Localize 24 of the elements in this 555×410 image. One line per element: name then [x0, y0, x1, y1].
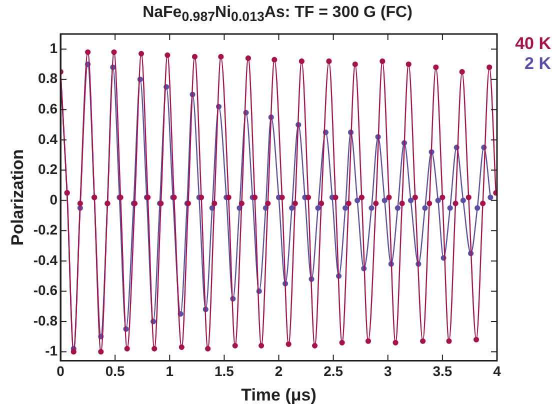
y-tick-label: -0.6 — [33, 282, 58, 298]
y-tick-label: 0.4 — [38, 130, 58, 147]
y-tick-label: 0 — [50, 191, 58, 208]
x-tick-label: 4 — [493, 363, 502, 380]
x-tick-label: 0.5 — [105, 363, 126, 380]
text: 2 K — [524, 54, 551, 74]
x-tick-label: 3.5 — [432, 363, 452, 380]
y-axis-title: Polarization — [8, 149, 27, 246]
y-tick-label: 0.2 — [38, 161, 58, 178]
x-tick-label: 1.5 — [214, 363, 234, 380]
x-tick-label: 1 — [166, 363, 174, 380]
y-tick-label: 0.8 — [38, 70, 58, 86]
x-tick-label: 2.5 — [324, 363, 344, 380]
series-label: 40 K — [515, 34, 551, 54]
y-tick-label: -1 — [45, 342, 58, 359]
y-tick-label: 1 — [50, 40, 58, 56]
y-tick-label: -0.4 — [33, 252, 58, 268]
x-tick-label: 2 — [274, 363, 283, 380]
chart-title: NaFe$_{0.987}$Ni$_{0.013}$As: TF = 300 G (FC) — [142, 4, 414, 24]
y-tick-label: -0.2 — [33, 222, 58, 238]
x-axis-title: Time (μs) — [241, 385, 316, 404]
y-tick-label: 0.6 — [38, 100, 58, 117]
x-tick-label: 3 — [384, 363, 392, 380]
y-tick-label: -0.8 — [33, 312, 58, 328]
